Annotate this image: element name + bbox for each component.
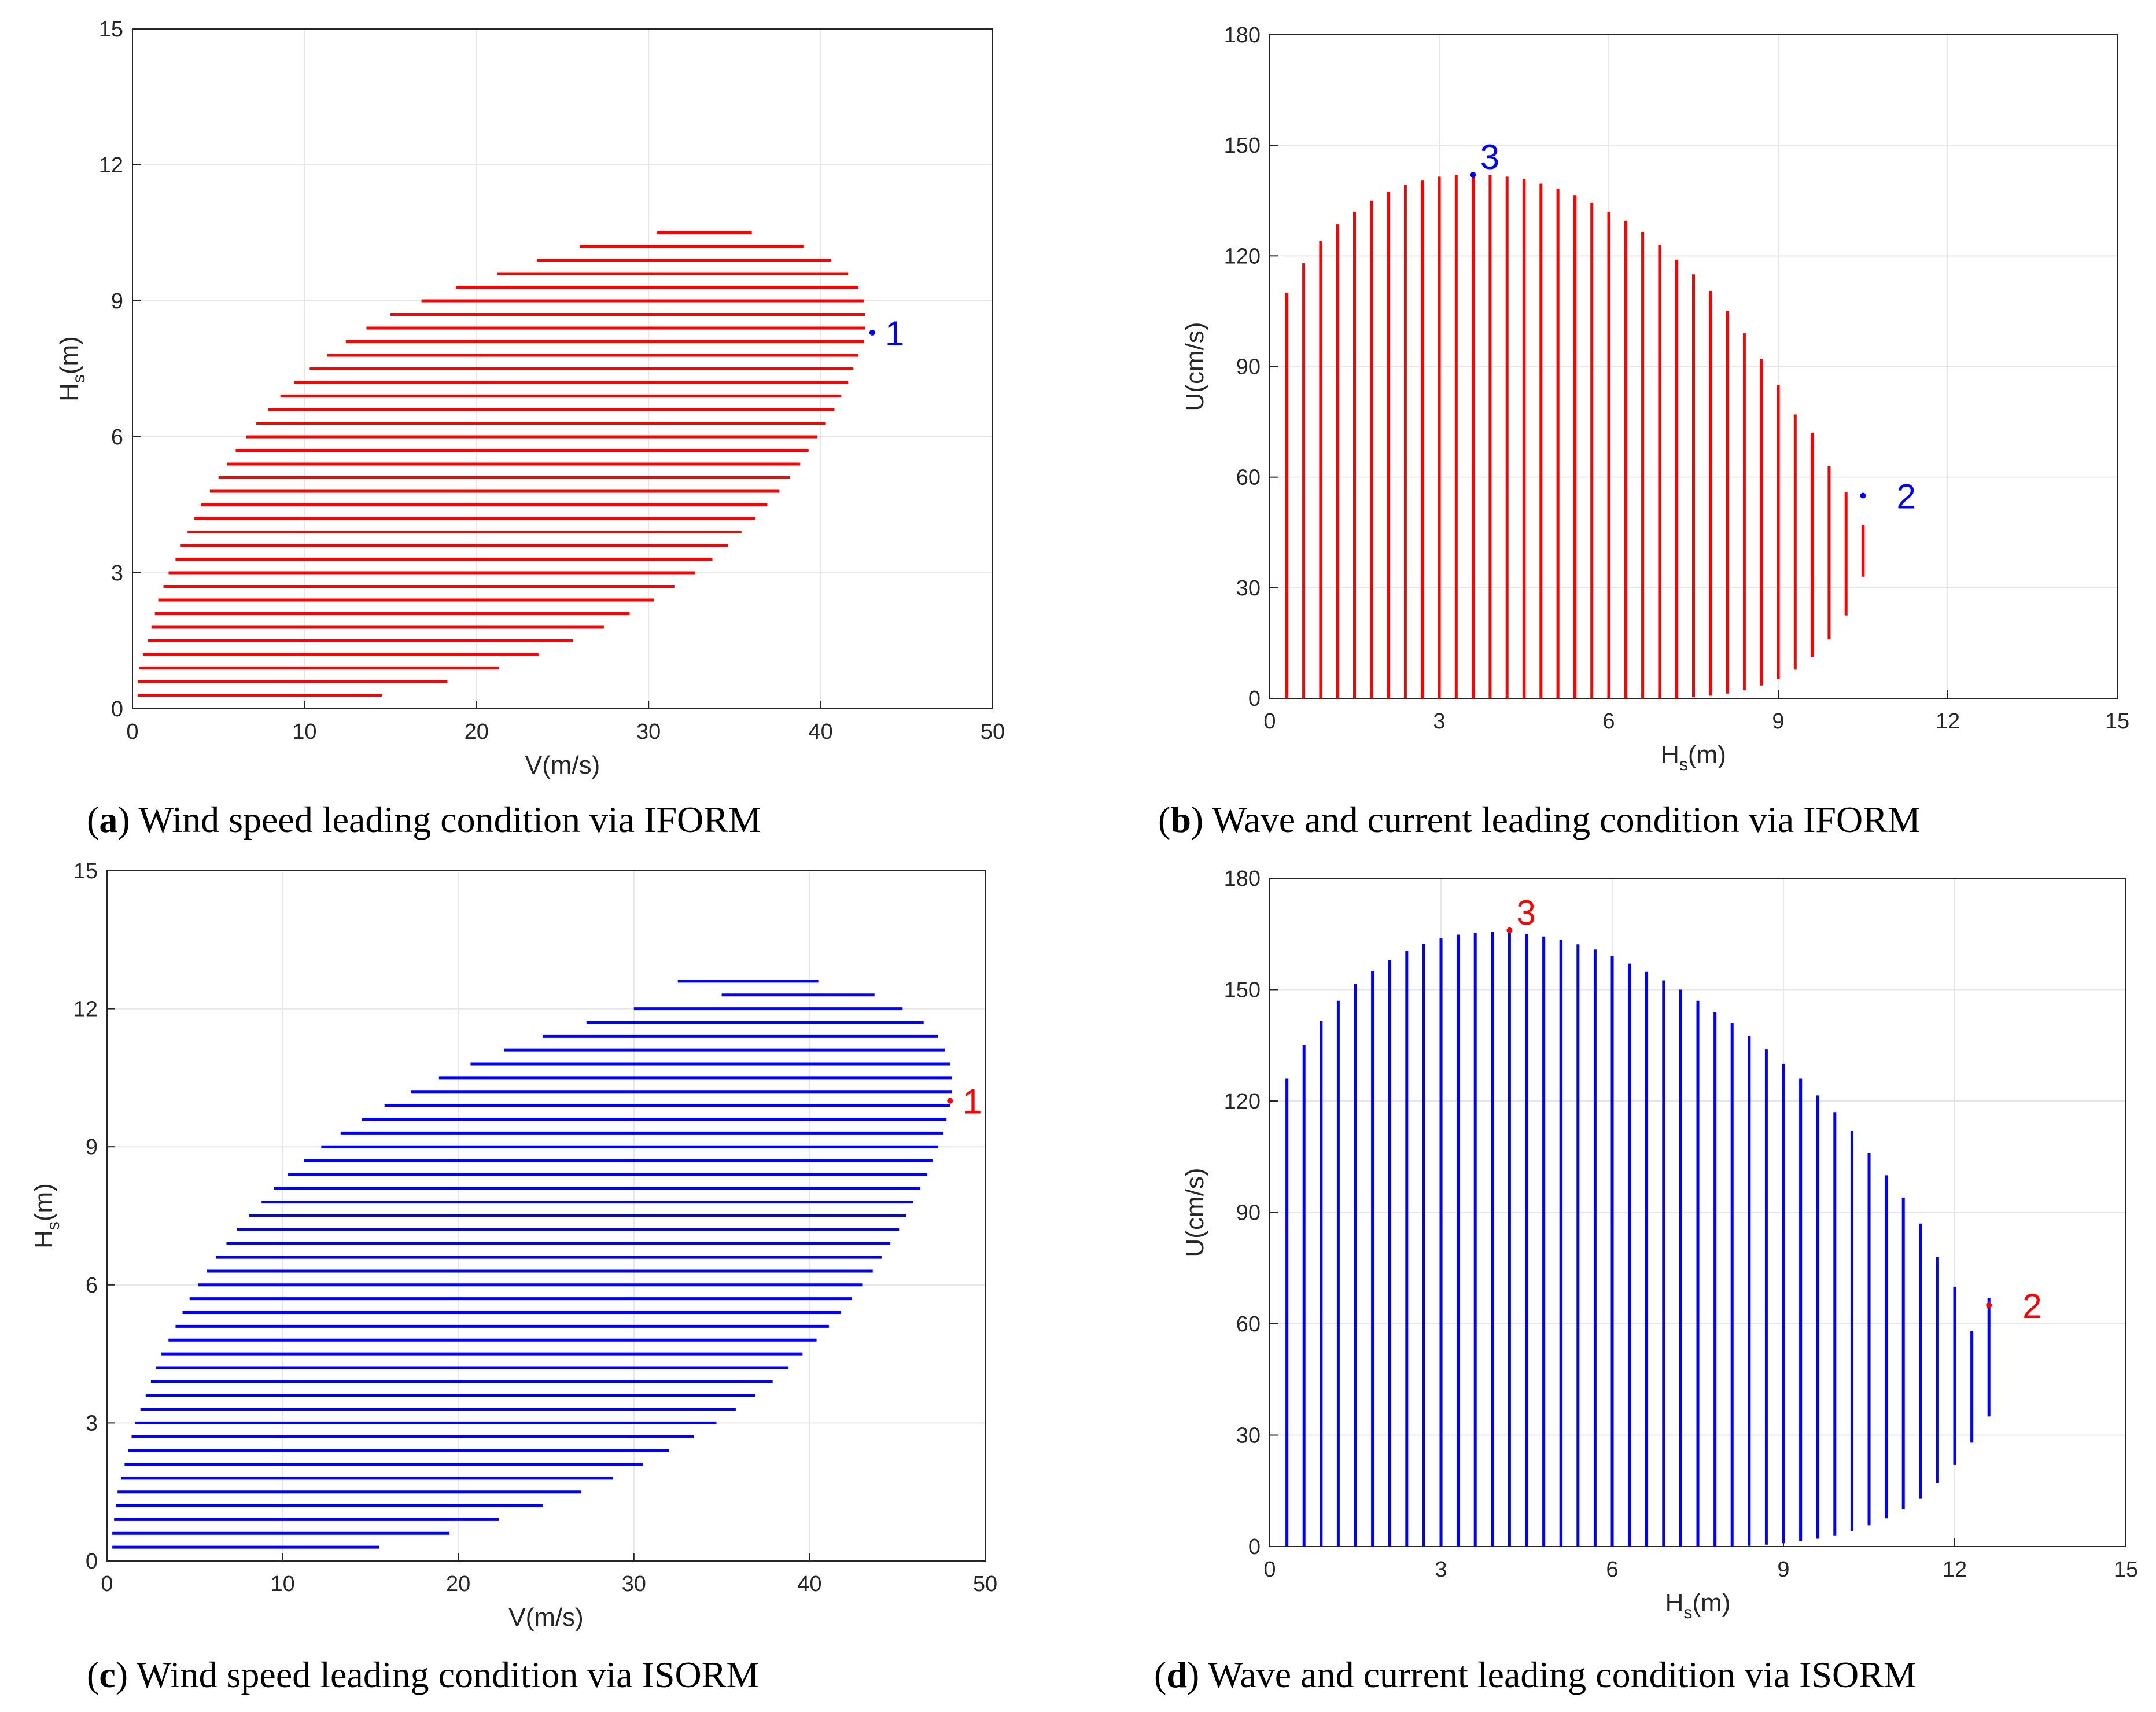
x-tick-label: 12 [1936, 709, 1960, 734]
x-tick-label: 6 [1606, 1558, 1618, 1582]
y-tick-label: 6 [111, 425, 123, 450]
x-tick-label: 15 [2114, 1558, 2138, 1582]
x-axis-label-unit: (m) [1692, 1589, 1730, 1617]
x-tick-label: 3 [1435, 1558, 1447, 1582]
y-tick-label: 3 [111, 561, 123, 586]
plot-frame [106, 870, 986, 1562]
caption-a: (a) Wind speed leading condition via IFO… [87, 799, 761, 840]
y-tick-label: 0 [86, 1549, 98, 1574]
caption-c: (c) Wind speed leading condition via ISO… [87, 1654, 760, 1695]
y-tick-label: 12 [99, 153, 123, 178]
y-axis-label-sub: s [44, 1221, 63, 1230]
x-axis-label-sub: s [1679, 755, 1688, 774]
design-point-marker [1986, 1302, 1992, 1308]
x-axis-label-unit: (m) [1688, 741, 1726, 769]
x-axis-label-main: H [1661, 741, 1679, 769]
design-point-label: 1 [963, 1083, 982, 1121]
x-axis-label: Hs(m) [1665, 1589, 1731, 1622]
y-tick-label: 12 [73, 997, 98, 1022]
y-tick-label: 3 [86, 1411, 98, 1435]
x-tick-label: 50 [981, 720, 1005, 744]
caption-d: (d) Wave and current leading condition v… [1154, 1654, 1917, 1695]
caption-b: (b) Wave and current leading condition v… [1158, 799, 1921, 840]
y-tick-label: 9 [111, 289, 123, 314]
x-tick-label: 10 [270, 1572, 294, 1596]
x-axis-label-main: H [1665, 1589, 1684, 1617]
y-axis-label-main: H [30, 1230, 58, 1249]
y-tick-label: 0 [1248, 687, 1261, 711]
x-axis-label: V(m/s) [508, 1603, 584, 1632]
design-point-marker [1860, 492, 1866, 499]
y-tick-label: 15 [99, 17, 123, 42]
design-point-marker [869, 329, 875, 336]
y-tick-label: 150 [1224, 134, 1261, 158]
chart-a: 0 10 20 30 40 50 0 3 6 9 12 15 1 V(m/s) Hs(m) [55, 17, 1005, 779]
chart-c: 0 10 20 30 40 50 0 3 6 9 12 15 1 V(m/s) Hs(m) [30, 859, 997, 1632]
y-axis-label-main: H [55, 383, 83, 402]
y-axis-label: U(cm/s) [1181, 322, 1209, 411]
x-tick-label: 3 [1433, 709, 1445, 734]
y-axis-label-unit: (m) [55, 336, 83, 374]
x-axis-label: Hs(m) [1661, 741, 1726, 774]
x-axis-label: V(m/s) [525, 751, 600, 779]
x-tick-label: 6 [1602, 709, 1615, 734]
x-tick-label: 30 [636, 720, 661, 744]
design-point-label: 1 [885, 314, 904, 353]
x-tick-label: 20 [446, 1572, 470, 1596]
x-tick-label: 20 [465, 720, 489, 744]
y-axis-label: Hs(m) [55, 336, 89, 402]
design-point-marker [947, 1098, 953, 1104]
x-tick-label: 9 [1777, 1558, 1789, 1582]
x-tick-label: 15 [2105, 709, 2129, 734]
x-tick-label: 0 [126, 720, 138, 744]
y-tick-label: 90 [1236, 355, 1261, 380]
design-point-label: 3 [1480, 138, 1499, 176]
x-tick-label: 30 [622, 1572, 646, 1596]
y-tick-label: 90 [1236, 1201, 1261, 1225]
y-tick-label: 0 [111, 697, 123, 721]
y-axis-label-sub: s [69, 374, 89, 383]
y-tick-label: 120 [1224, 244, 1261, 268]
x-tick-label: 0 [1263, 1558, 1276, 1582]
y-tick-label: 0 [1248, 1535, 1261, 1559]
x-tick-label: 40 [808, 720, 832, 744]
y-axis-label: Hs(m) [30, 1183, 63, 1249]
y-tick-label: 150 [1224, 978, 1261, 1003]
y-tick-label: 120 [1224, 1089, 1261, 1114]
y-tick-label: 60 [1236, 466, 1261, 490]
y-axis-label-unit: (m) [30, 1183, 58, 1221]
x-axis-label-sub: s [1683, 1603, 1692, 1622]
y-tick-label: 30 [1236, 576, 1261, 601]
y-tick-label: 6 [86, 1273, 98, 1298]
y-tick-label: 180 [1224, 867, 1261, 891]
design-point-label: 2 [1897, 477, 1916, 516]
plot-frame [1269, 34, 2118, 699]
y-axis-label: U(cm/s) [1181, 1168, 1209, 1257]
x-tick-label: 9 [1772, 709, 1784, 734]
y-tick-label: 9 [86, 1135, 98, 1159]
design-point-marker [1506, 927, 1513, 933]
design-point-label: 3 [1516, 893, 1535, 932]
x-tick-label: 12 [1943, 1558, 1967, 1582]
x-tick-label: 0 [1263, 709, 1276, 734]
y-tick-label: 30 [1236, 1424, 1261, 1448]
x-tick-label: 50 [973, 1572, 997, 1596]
design-point-marker [1470, 172, 1476, 178]
x-tick-label: 0 [101, 1572, 113, 1596]
y-tick-label: 180 [1224, 23, 1261, 47]
y-tick-label: 60 [1236, 1312, 1261, 1337]
x-tick-label: 40 [797, 1572, 821, 1596]
design-point-label: 2 [2022, 1287, 2041, 1326]
plot-frame [132, 28, 993, 709]
y-tick-label: 15 [73, 859, 98, 883]
x-tick-label: 10 [292, 720, 316, 744]
